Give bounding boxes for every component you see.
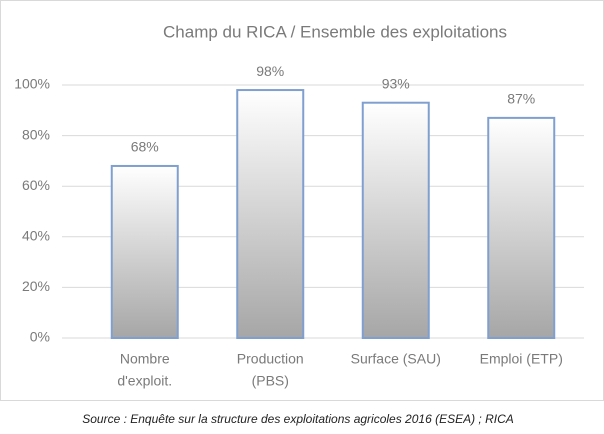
value-label: 68%	[131, 139, 159, 155]
y-tick-label: 100%	[14, 76, 50, 92]
y-tick-label: 60%	[22, 177, 50, 193]
source-note: Source : Enquête sur la structure des ex…	[82, 412, 514, 426]
bar	[236, 89, 305, 339]
y-tick-label: 0%	[30, 329, 50, 345]
value-label: 93%	[382, 75, 410, 91]
y-tick-label: 40%	[22, 228, 50, 244]
x-tick-label: Emploi (ETP)	[480, 351, 563, 367]
value-label: 98%	[256, 63, 284, 79]
x-tick-label: (PBS)	[252, 373, 289, 389]
bar	[110, 164, 179, 339]
y-tick-label: 80%	[22, 126, 50, 142]
x-tick-label: Nombre	[120, 351, 170, 367]
value-label: 87%	[507, 91, 535, 107]
x-tick-label: Production	[237, 351, 304, 367]
x-tick-label: Surface (SAU)	[351, 351, 441, 367]
bar	[487, 116, 556, 339]
y-tick-label: 20%	[22, 278, 50, 294]
x-tick-label: d'exploit.	[117, 373, 172, 389]
bar	[361, 101, 430, 339]
chart-title: Champ du RICA / Ensemble des exploitatio…	[163, 22, 507, 41]
